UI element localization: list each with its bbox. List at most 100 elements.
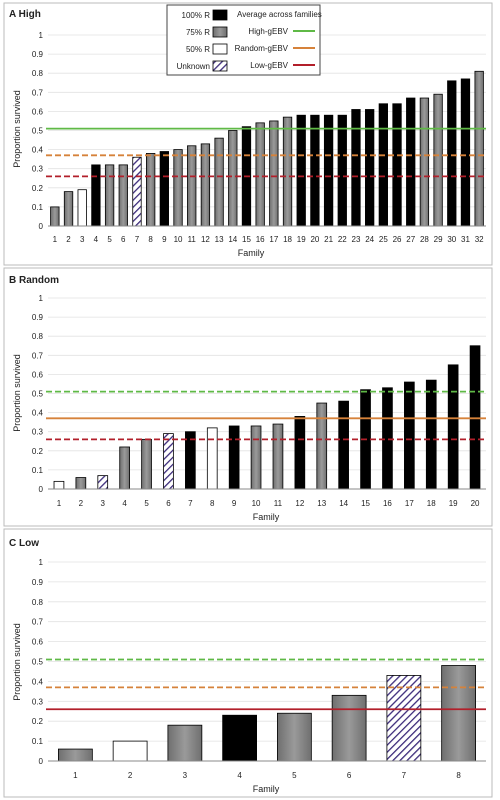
x-tick-label: 2	[128, 771, 133, 780]
x-tick-label: 13	[215, 235, 224, 244]
x-tick-label: 7	[135, 235, 140, 244]
x-axis-label: Family	[253, 784, 280, 794]
x-tick-label: 5	[144, 499, 149, 508]
bar-family-10	[250, 425, 262, 490]
bar-family-29	[433, 93, 443, 227]
x-tick-label: 1	[57, 499, 62, 508]
bar-family-2	[63, 191, 74, 227]
x-tick-label: 7	[402, 771, 407, 780]
y-tick-label: 0.3	[32, 165, 44, 174]
x-tick-label: 9	[162, 235, 167, 244]
legend-label-low-gebv: Low-gEBV	[250, 61, 288, 70]
y-tick-label: 0.1	[32, 737, 44, 746]
y-tick-label: 0.6	[32, 107, 44, 116]
bar-family-4	[119, 446, 130, 490]
legend-label-50: 50% R	[186, 45, 210, 54]
bar-family-25	[378, 103, 388, 227]
y-axis-label: Proportion survived	[12, 623, 22, 701]
x-tick-label: 15	[361, 499, 370, 508]
bar-family-14	[228, 130, 238, 227]
y-tick-label: 0.3	[32, 697, 44, 706]
x-tick-label: 7	[188, 499, 193, 508]
bar-family-10	[173, 149, 183, 227]
bar-family-21	[323, 114, 334, 227]
x-tick-label: 1	[53, 235, 58, 244]
bar-family-2	[75, 477, 87, 490]
bar-family-9	[159, 151, 169, 227]
bar-family-5	[277, 712, 312, 762]
x-tick-label: 14	[339, 499, 348, 508]
x-tick-label: 16	[383, 499, 392, 508]
x-tick-label: 3	[80, 235, 85, 244]
x-tick-label: 30	[447, 235, 456, 244]
x-tick-label: 8	[210, 499, 215, 508]
x-tick-label: 18	[427, 499, 436, 508]
y-axis-label: Proportion survived	[12, 354, 22, 432]
bar-family-17	[404, 381, 415, 490]
x-axis-label: Family	[253, 512, 280, 522]
x-tick-label: 4	[94, 235, 99, 244]
x-tick-label: 12	[201, 235, 210, 244]
bar-family-32	[474, 70, 484, 227]
legend-swatch-100	[212, 9, 228, 21]
bar-family-4	[222, 714, 257, 762]
y-tick-label: 0.2	[32, 184, 44, 193]
bar-family-12	[294, 416, 306, 490]
y-tick-label: 1	[39, 558, 44, 567]
x-tick-label: 3	[183, 771, 188, 780]
x-tick-label: 29	[434, 235, 443, 244]
bar-family-19	[296, 114, 306, 227]
y-tick-label: 0	[39, 485, 44, 494]
x-tick-label: 4	[237, 771, 242, 780]
bar-family-27	[406, 97, 416, 227]
panel-title: B Random	[9, 275, 59, 286]
x-tick-label: 10	[252, 499, 261, 508]
legend-swatch-unknown	[212, 60, 228, 72]
x-tick-label: 21	[324, 235, 333, 244]
panel-title: C Low	[9, 538, 39, 549]
x-tick-label: 6	[347, 771, 352, 780]
legend-label-high-gebv: High-gEBV	[248, 27, 288, 36]
x-tick-label: 28	[420, 235, 429, 244]
x-tick-label: 32	[475, 235, 484, 244]
bar-family-1	[58, 748, 93, 762]
y-tick-label: 0.9	[32, 50, 44, 59]
legend-label-100: 100% R	[182, 11, 211, 20]
y-axis-label: Proportion survived	[12, 90, 22, 168]
y-tick-label: 0.1	[32, 203, 44, 212]
bar-family-23	[351, 109, 361, 227]
x-tick-label: 2	[79, 499, 84, 508]
bar-family-24	[365, 109, 375, 227]
legend-swatch-50	[212, 43, 228, 55]
bar-family-7	[386, 675, 422, 762]
legend-swatch-75	[212, 26, 228, 38]
x-tick-label: 12	[295, 499, 304, 508]
bar-family-20	[310, 114, 320, 227]
bar-family-11	[272, 423, 284, 490]
y-tick-label: 0.9	[32, 578, 44, 587]
bar-family-26	[392, 103, 402, 227]
x-tick-label: 26	[393, 235, 402, 244]
y-tick-label: 0.6	[32, 370, 44, 379]
bar-family-4	[91, 164, 101, 227]
x-tick-label: 11	[274, 499, 283, 508]
x-tick-label: 1	[73, 771, 78, 780]
bar-family-16	[255, 122, 265, 227]
bar-family-13	[316, 402, 328, 490]
x-tick-label: 14	[228, 235, 237, 244]
bar-family-14	[338, 400, 349, 490]
bar-family-8	[206, 427, 218, 490]
x-tick-label: 23	[352, 235, 361, 244]
x-tick-label: 24	[365, 235, 374, 244]
x-tick-label: 6	[121, 235, 126, 244]
panel-random: B Random Family Proportion survived 0 0.1…	[3, 267, 493, 527]
bar-family-3	[97, 475, 109, 490]
legend-label-unknown: Unknown	[177, 62, 210, 71]
x-tick-label: 25	[379, 235, 388, 244]
y-tick-label: 0.7	[32, 618, 44, 627]
panel-title: A High	[9, 9, 41, 20]
x-tick-label: 5	[292, 771, 297, 780]
bar-family-8	[146, 153, 156, 227]
y-tick-label: 0.4	[32, 409, 44, 418]
x-tick-label: 13	[317, 499, 326, 508]
